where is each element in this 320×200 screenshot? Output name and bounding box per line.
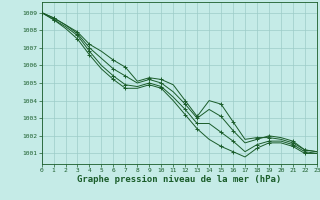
X-axis label: Graphe pression niveau de la mer (hPa): Graphe pression niveau de la mer (hPa) xyxy=(77,175,281,184)
